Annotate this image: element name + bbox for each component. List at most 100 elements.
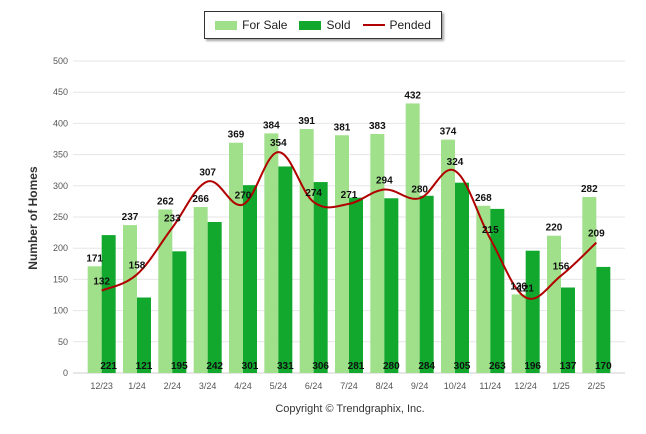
x-tick-label: 7/24 — [340, 381, 358, 391]
label-pended: 354 — [270, 138, 287, 149]
label-pended: 274 — [305, 188, 322, 199]
bar-for-sale — [511, 294, 526, 373]
y-tick-label: 200 — [53, 243, 68, 253]
label-pended: 215 — [482, 225, 499, 236]
label-pended: 271 — [341, 190, 358, 201]
bar-sold — [137, 297, 151, 373]
label-for-sale: 126 — [510, 281, 527, 292]
label-sold: 121 — [136, 361, 153, 372]
label-sold: 221 — [100, 361, 117, 372]
y-tick-label: 300 — [53, 181, 68, 191]
bar-sold — [384, 198, 399, 373]
bar-sold — [313, 182, 328, 373]
pended-line — [101, 151, 598, 300]
y-tick-label: 150 — [53, 274, 68, 284]
copyright-footer: Copyright © Trendgraphix, Inc. — [275, 403, 425, 415]
y-axis-ticks: 0 50 100 150 200 250 300 350 400 450 500 — [53, 56, 68, 378]
bar-sold — [278, 166, 293, 373]
x-tick-label: 1/24 — [128, 381, 146, 391]
sold-swatch — [299, 20, 322, 30]
label-sold: 306 — [312, 361, 329, 372]
x-tick-label: 12/24 — [514, 381, 537, 391]
bar-sold — [349, 197, 363, 373]
bars-group — [87, 103, 611, 373]
y-tick-label: 0 — [63, 368, 68, 378]
label-for-sale: 369 — [228, 130, 245, 141]
bar-sold — [172, 251, 187, 373]
label-pended: 132 — [93, 277, 110, 288]
bar-sold — [490, 208, 505, 373]
label-sold: 242 — [206, 361, 223, 372]
x-tick-label: 11/24 — [479, 381, 501, 391]
bar-sold — [561, 287, 575, 373]
legend-label-pended: Pended — [389, 18, 431, 32]
y-tick-label: 500 — [53, 56, 68, 66]
x-tick-label: 6/24 — [305, 381, 323, 391]
y-tick-label: 450 — [53, 87, 68, 97]
legend: For Sale Sold Pended — [204, 11, 442, 39]
x-tick-label: 3/24 — [199, 381, 217, 391]
label-for-sale: 266 — [192, 194, 209, 205]
label-sold: 281 — [348, 361, 365, 372]
bar-sold — [525, 250, 540, 373]
bar-sold — [101, 235, 116, 373]
label-for-sale: 383 — [369, 121, 386, 132]
x-tick-label: 10/24 — [444, 381, 467, 391]
label-sold: 284 — [418, 361, 435, 372]
bar-for-sale — [123, 225, 137, 373]
y-tick-label: 50 — [58, 337, 68, 347]
label-for-sale: 237 — [122, 212, 139, 223]
bar-for-sale — [547, 235, 561, 373]
label-pended: 270 — [235, 191, 252, 202]
label-pended: 209 — [588, 229, 605, 240]
bar-for-sale — [370, 134, 385, 373]
legend-item-pended[interactable]: Pended — [362, 18, 431, 32]
x-tick-label: 1/25 — [552, 381, 570, 391]
x-tick-label: 9/24 — [411, 381, 429, 391]
label-for-sale: 268 — [475, 193, 492, 204]
label-for-sale: 220 — [546, 223, 563, 234]
y-tick-label: 350 — [53, 150, 68, 160]
label-pended: 324 — [447, 157, 464, 168]
label-pended: 156 — [553, 262, 570, 273]
label-sold: 331 — [277, 361, 294, 372]
bar-for-sale — [582, 197, 597, 373]
label-for-sale: 262 — [157, 197, 174, 208]
data-labels-group: 171 221 237 121 262 195 266 242 369 301 384 331 391 3… — [86, 90, 612, 372]
bar-sold — [455, 182, 469, 373]
x-tick-label: 5/24 — [270, 381, 288, 391]
label-for-sale: 432 — [404, 90, 421, 101]
x-tick-label: 8/24 — [376, 381, 394, 391]
bar-sold — [207, 221, 222, 373]
legend-item-sold[interactable]: Sold — [299, 18, 351, 32]
label-pended: 121 — [517, 283, 534, 294]
label-sold: 170 — [595, 361, 612, 372]
bar-for-sale — [87, 266, 102, 373]
pended-line-swatch — [362, 24, 385, 26]
label-sold: 137 — [560, 361, 577, 372]
for-sale-swatch — [215, 20, 238, 30]
bar-for-sale — [299, 129, 314, 373]
label-sold: 195 — [171, 361, 188, 372]
bar-sold — [596, 266, 611, 373]
bar-for-sale — [335, 135, 349, 373]
bar-for-sale — [441, 139, 455, 373]
bar-sold — [243, 185, 257, 373]
bar-for-sale — [405, 103, 420, 373]
y-tick-label: 100 — [53, 306, 68, 316]
label-pended: 294 — [376, 176, 393, 187]
y-tick-label: 400 — [53, 118, 68, 128]
x-tick-label: 4/24 — [234, 381, 252, 391]
x-tick-label: 2/24 — [164, 381, 182, 391]
bar-for-sale — [264, 133, 279, 373]
label-for-sale: 282 — [581, 184, 598, 195]
legend-item-for-sale[interactable]: For Sale — [215, 18, 287, 32]
label-for-sale: 391 — [298, 116, 315, 127]
legend-label-sold: Sold — [326, 18, 351, 32]
bar-sold — [419, 195, 434, 373]
label-sold: 263 — [489, 361, 506, 372]
bar-for-sale — [193, 207, 208, 373]
label-for-sale: 374 — [440, 127, 457, 138]
label-for-sale: 381 — [334, 122, 351, 133]
